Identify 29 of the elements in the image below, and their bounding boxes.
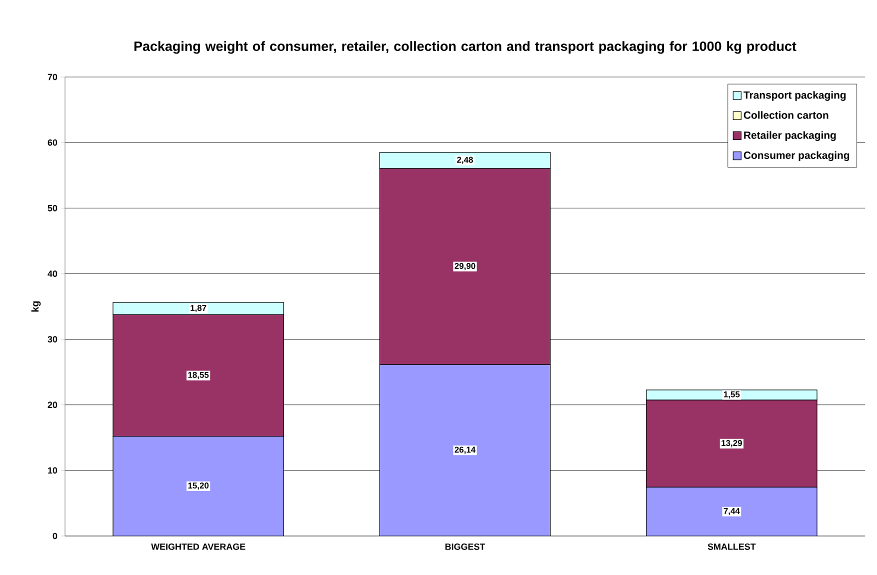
data-label: 15,20 xyxy=(188,482,209,490)
data-label: 29,90 xyxy=(454,262,476,270)
data-label: 1,87 xyxy=(190,304,206,312)
x-tick-label: BIGGEST xyxy=(445,544,486,550)
data-label: 13,29 xyxy=(722,440,742,448)
y-tick-label: 0 xyxy=(52,532,58,540)
data-label: 2,48 xyxy=(457,156,473,164)
y-tick-label: 20 xyxy=(48,402,58,408)
y-tick-label: 40 xyxy=(48,270,58,277)
x-tick-label: WEIGHTED AVERAGE xyxy=(151,544,246,550)
legend-label: Transport packaging xyxy=(744,91,846,101)
y-tick-label: 50 xyxy=(48,204,58,212)
y-tick-label: 70 xyxy=(48,74,58,80)
data-label: 1,55 xyxy=(724,391,740,399)
y-axis-title: kg xyxy=(31,301,41,312)
legend-label: Collection carton xyxy=(744,111,828,119)
data-label: 26,14 xyxy=(454,446,476,454)
y-tick-label: 30 xyxy=(48,336,58,342)
bar xyxy=(379,364,551,536)
data-label: 18,55 xyxy=(188,372,209,380)
legend-label: Consumer packaging xyxy=(744,151,850,162)
x-tick-label: SMALLEST xyxy=(708,544,756,550)
legend-label: Retailer packaging xyxy=(744,131,836,141)
y-tick-label: 60 xyxy=(48,139,58,146)
y-tick-label: 10 xyxy=(48,467,58,474)
data-label: 7,44 xyxy=(724,508,740,516)
bar xyxy=(112,436,284,536)
chart-title: Packaging weight of consumer, retailer, collection carton and transport packaging for 1000 kg product xyxy=(134,41,796,54)
bar xyxy=(646,486,818,536)
